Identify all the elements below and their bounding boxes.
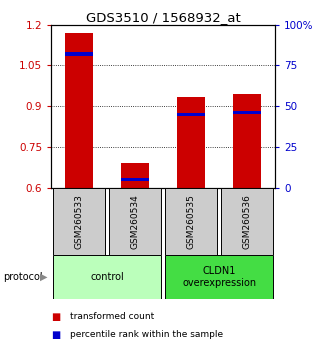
Text: transformed count: transformed count [70,312,155,321]
Text: percentile rank within the sample: percentile rank within the sample [70,330,224,339]
Text: GSM260533: GSM260533 [75,194,84,249]
Text: ▶: ▶ [40,272,47,282]
Bar [109,188,161,255]
Text: GSM260536: GSM260536 [243,194,252,249]
Text: control: control [90,272,124,282]
Bar [233,94,261,188]
Bar [221,188,273,255]
Bar [233,111,261,114]
Bar [165,188,217,255]
Bar [121,163,149,188]
Bar [53,255,161,299]
Bar [177,113,205,116]
Text: ■: ■ [51,330,60,339]
Bar [65,52,93,56]
Bar [177,97,205,188]
Text: GSM260534: GSM260534 [131,194,140,249]
Text: ■: ■ [51,312,60,322]
Text: GSM260535: GSM260535 [187,194,196,249]
Bar [165,255,273,299]
Text: CLDN1
overexpression: CLDN1 overexpression [182,266,256,288]
Bar [65,33,93,188]
Bar [53,188,105,255]
Title: GDS3510 / 1568932_at: GDS3510 / 1568932_at [86,11,241,24]
Text: protocol: protocol [3,272,43,282]
Bar [121,178,149,181]
